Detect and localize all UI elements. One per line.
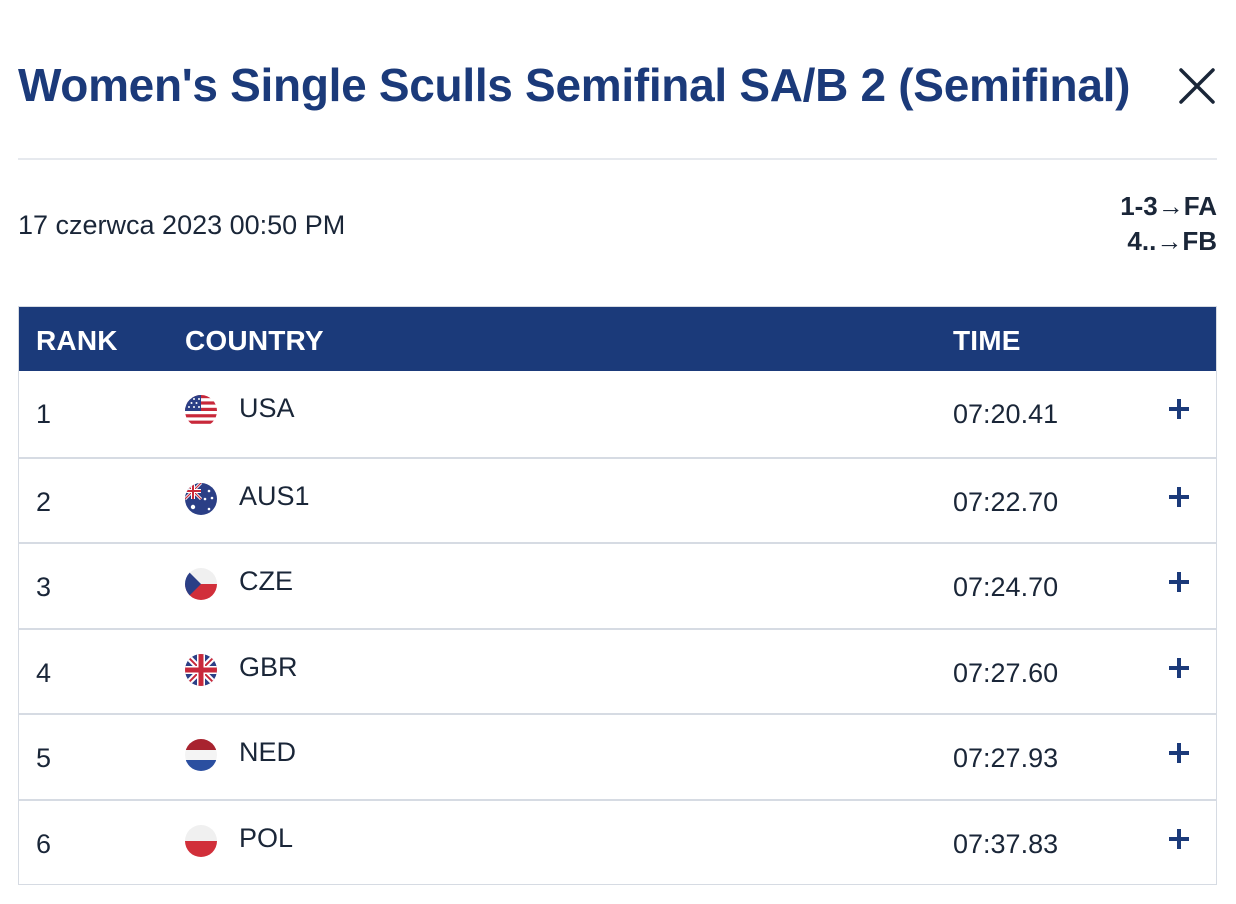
progression-rule: 1-3 → FA (1120, 188, 1217, 223)
time-cell: 07:27.93 (953, 743, 1059, 773)
plus-icon (1169, 399, 1189, 419)
race-meta: 17 czerwca 2023 00:50 PM 1-3 → FA 4.. → … (18, 160, 1217, 306)
table-row: 5 NED 07:27.93 (19, 713, 1216, 799)
close-button[interactable] (1177, 66, 1217, 106)
column-header-rank: RANK (36, 325, 118, 356)
progression-rule: 4.. → FB (1120, 223, 1217, 258)
czech-flag-icon (185, 568, 217, 600)
poland-flag-icon (185, 824, 217, 857)
race-date: 17 czerwca 2023 00:50 PM (18, 210, 346, 240)
table-row: 2 (19, 456, 1216, 543)
country-cell: CZE (239, 566, 293, 596)
country-cell: GBR (239, 651, 298, 682)
country-cell: USA (239, 393, 295, 423)
expand-row-button[interactable] (1167, 656, 1191, 680)
progression-range: 1-3 (1120, 190, 1158, 221)
country-cell: POL (239, 822, 294, 853)
time-cell: 07:24.70 (953, 572, 1059, 602)
results-table: RANK COUNTRY TIME 1 (18, 306, 1217, 885)
race-title: Women's Single Sculls Semifinal SA/B 2 (… (18, 59, 1131, 111)
column-header-country: COUNTRY (185, 325, 324, 356)
expand-row-button[interactable] (1167, 741, 1191, 765)
time-cell: 07:22.70 (953, 486, 1059, 517)
rank-cell: 6 (36, 828, 52, 859)
table-row: 1 USA 07:20.41 (19, 371, 1216, 457)
rank-cell: 2 (36, 486, 52, 517)
time-cell: 07:37.83 (953, 828, 1059, 859)
expand-row-button[interactable] (1167, 485, 1191, 509)
table-header: RANK COUNTRY TIME (19, 307, 1216, 371)
time-cell: 07:27.60 (953, 657, 1059, 688)
expand-row-button[interactable] (1167, 570, 1191, 594)
expand-row-button[interactable] (1167, 397, 1191, 421)
progression-rules: 1-3 → FA 4.. → FB (1120, 188, 1217, 258)
column-header-time: TIME (953, 325, 1021, 356)
table-body: 1 USA 07:20.41 (19, 371, 1216, 884)
table-row: 6 POL 07:37.83 (19, 798, 1216, 885)
plus-icon (1169, 486, 1189, 507)
progression-target: FB (1182, 225, 1217, 256)
plus-icon (1169, 743, 1189, 763)
country-cell: NED (239, 737, 297, 767)
close-icon (1179, 68, 1215, 104)
race-result-panel: Women's Single Sculls Semifinal SA/B 2 (… (18, 0, 1217, 904)
table-row: 3 CZE 07:24.70 (19, 542, 1216, 628)
rank-cell: 1 (36, 399, 52, 429)
time-cell: 07:20.41 (953, 399, 1059, 429)
rank-cell: 3 (36, 572, 52, 602)
netherlands-flag-icon (185, 739, 217, 771)
expand-row-button[interactable] (1167, 827, 1191, 851)
progression-range: 4.. (1127, 225, 1157, 256)
progression-target: FA (1183, 190, 1217, 221)
plus-icon (1169, 657, 1189, 678)
plus-icon (1169, 572, 1189, 592)
australia-flag-icon (185, 482, 217, 515)
arrow-right-icon: → (1156, 225, 1183, 256)
uk-flag-icon (185, 653, 217, 686)
panel-header: Women's Single Sculls Semifinal SA/B 2 (… (18, 0, 1217, 160)
arrow-right-icon: → (1157, 190, 1184, 221)
table-row: 4 GBR 07:27.60 (19, 627, 1216, 714)
plus-icon (1169, 828, 1189, 849)
usa-flag-icon (185, 395, 217, 427)
rank-cell: 4 (36, 657, 52, 688)
rank-cell: 5 (36, 743, 52, 773)
country-cell: AUS1 (239, 480, 310, 511)
